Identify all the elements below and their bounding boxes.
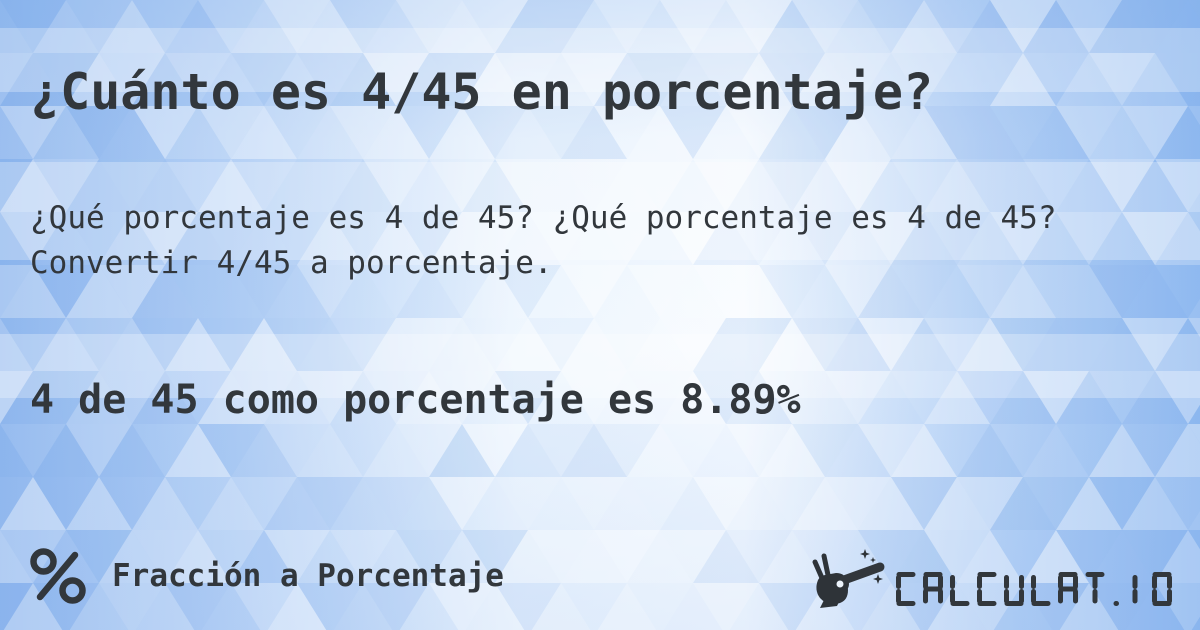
brand-logo bbox=[810, 546, 1172, 608]
footer: Fracción a Porcentaje bbox=[30, 540, 1172, 612]
brand-logo-text bbox=[896, 572, 1172, 606]
category: Fracción a Porcentaje bbox=[30, 548, 504, 604]
page-title: ¿Cuánto es 4/45 en porcentaje? bbox=[30, 62, 934, 121]
magic-wand-hand-icon bbox=[812, 549, 885, 608]
percent-icon bbox=[30, 548, 86, 604]
category-label: Fracción a Porcentaje bbox=[112, 558, 504, 594]
description-highlight-band bbox=[0, 162, 1200, 260]
answer-text: 4 de 45 como porcentaje es 8.89% bbox=[30, 377, 801, 424]
title-highlight-band bbox=[0, 28, 1200, 92]
page-description: ¿Qué porcentaje es 4 de 45? ¿Qué porcent… bbox=[30, 200, 1057, 281]
answer-highlight-band bbox=[0, 334, 1200, 398]
